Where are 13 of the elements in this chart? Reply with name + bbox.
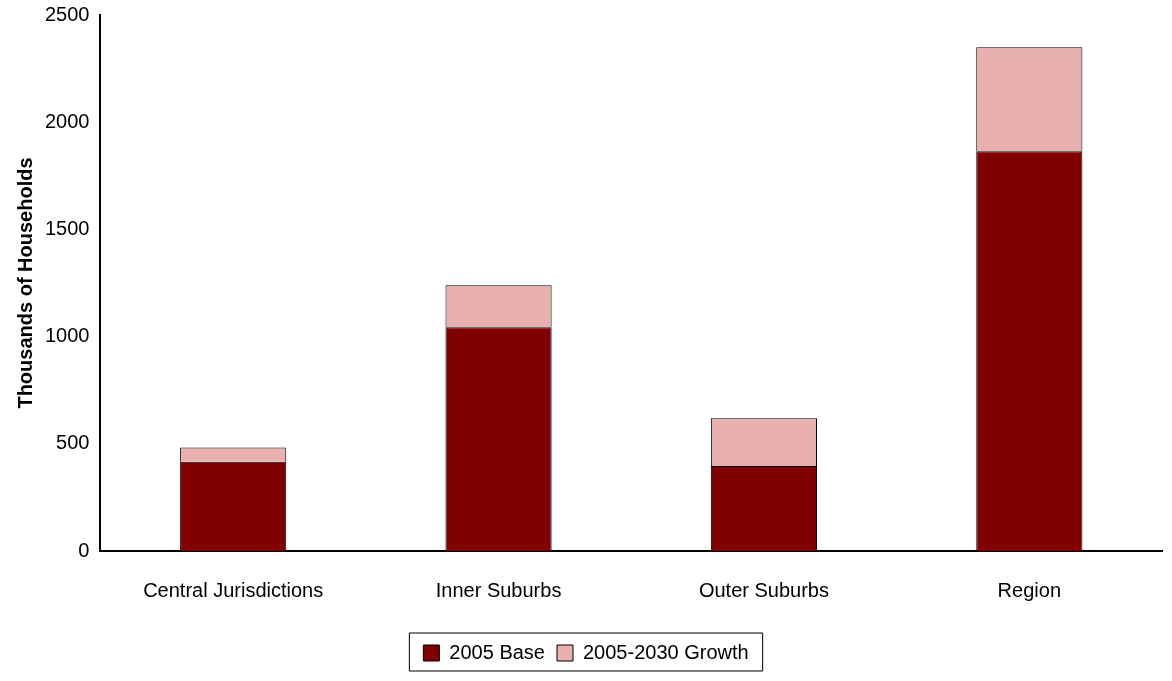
y-tick-label: 1000 — [44, 324, 90, 347]
x-tick-label: Outer Suburbs — [698, 578, 829, 601]
legend-label: 2005-2030 Growth — [582, 640, 749, 663]
y-tick-label: 500 — [56, 431, 90, 454]
y-tick-label: 1500 — [44, 216, 90, 239]
y-tick-label: 2500 — [44, 2, 90, 25]
y-axis-title: Thousands of Households — [13, 157, 36, 409]
x-tick-label: Inner Suburbs — [435, 578, 562, 601]
x-tick-label: Central Jurisdictions — [143, 578, 324, 601]
legend-label: 2005 Base — [449, 640, 545, 663]
y-tick-label: 0 — [78, 538, 90, 561]
y-tick-label: 2000 — [44, 109, 90, 132]
x-tick-label: Region — [997, 578, 1062, 601]
